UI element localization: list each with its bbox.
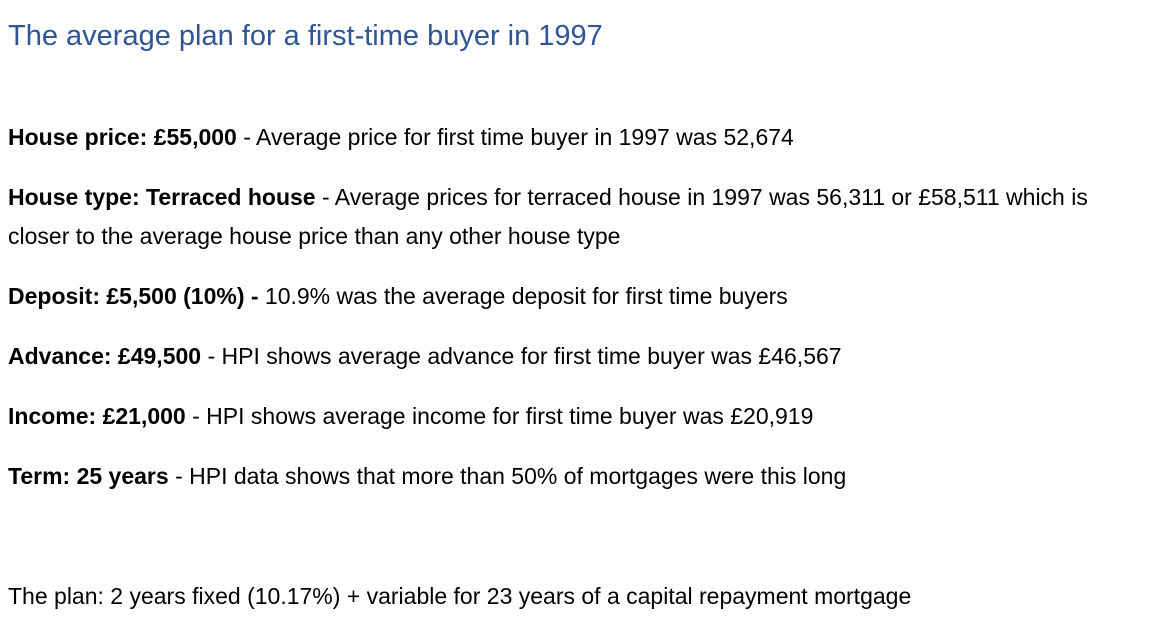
separator: -	[315, 184, 335, 210]
income-paragraph: Income: £21,000 - HPI shows average inco…	[8, 397, 813, 436]
income-label: Income: £21,000	[8, 403, 186, 429]
separator: -	[185, 403, 207, 429]
advance-text: HPI shows average advance for first time…	[221, 343, 842, 369]
house-type-text: Average prices for terraced house in 199…	[8, 184, 1088, 249]
term-paragraph: Term: 25 years - HPI data shows that mor…	[8, 457, 846, 496]
separator: -	[236, 124, 257, 150]
house-price-label: House price: £55,000	[8, 124, 237, 150]
deposit-paragraph: Deposit: £5,500 (10%) - 10.9% was the av…	[8, 277, 788, 316]
house-price-text: Average price for first time buyer in 19…	[256, 124, 794, 150]
deposit-text: 10.9% was the average deposit for first …	[264, 283, 788, 309]
page-title: The average plan for a first-time buyer …	[8, 20, 603, 52]
house-price-paragraph: House price: £55,000 - Average price for…	[8, 118, 794, 157]
deposit-label: Deposit: £5,500 (10%) -	[8, 283, 259, 309]
plan-paragraph: The plan: 2 years fixed (10.17%) + varia…	[8, 583, 912, 609]
term-label: Term: 25 years	[8, 463, 169, 489]
separator: -	[168, 463, 190, 489]
advance-label: Advance: £49,500	[8, 343, 202, 369]
house-type-paragraph: House type: Terraced house - Average pri…	[8, 178, 1146, 256]
term-text: HPI data shows that more than 50% of mor…	[189, 463, 847, 489]
advance-paragraph: Advance: £49,500 - HPI shows average adv…	[8, 337, 842, 376]
house-type-label: House type: Terraced house	[8, 184, 316, 210]
income-text: HPI shows average income for first time …	[206, 403, 814, 429]
separator: -	[201, 343, 222, 369]
